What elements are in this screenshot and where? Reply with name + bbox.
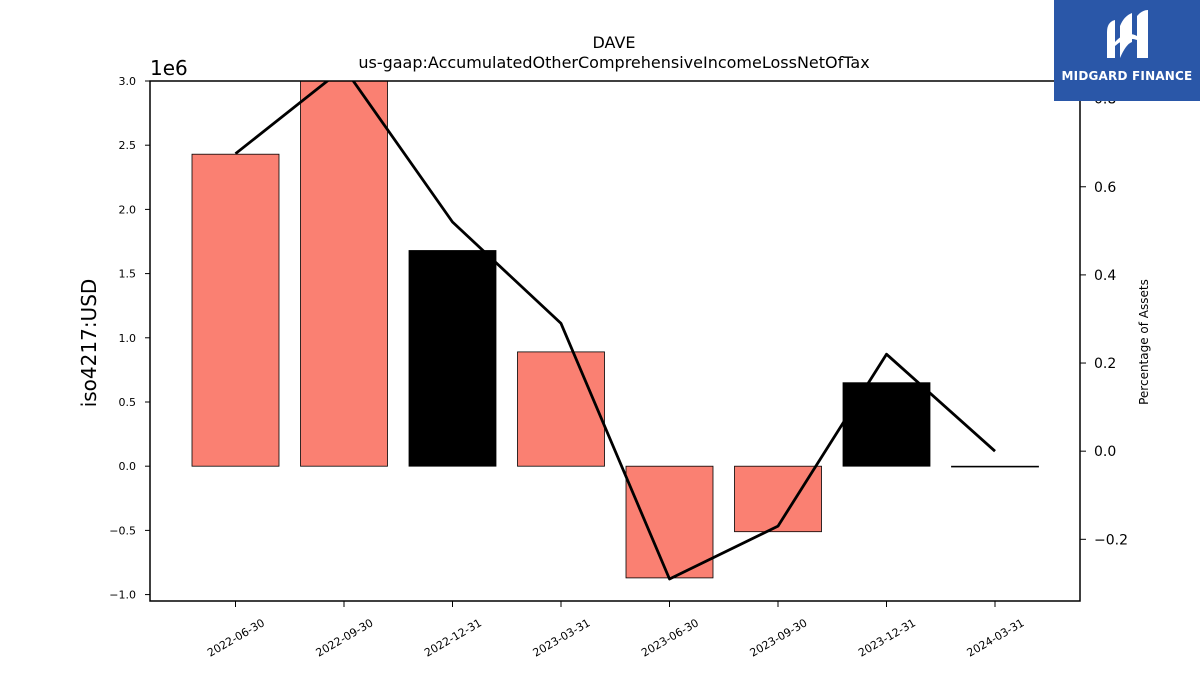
chart-subtitle: us-gaap:AccumulatedOtherComprehensiveInc… (358, 53, 869, 72)
logo-text: MIDGARD FINANCE (1061, 69, 1193, 83)
y-tick-label: 2.5 (119, 139, 137, 152)
y2-tick-label: 0.6 (1094, 180, 1116, 196)
y-tick-label: −1.0 (109, 589, 136, 602)
bar-2022-06-30 (191, 153, 280, 467)
bar-2023-09-30 (734, 465, 822, 533)
plot-frame (149, 80, 1081, 602)
y-tick-label: 0.5 (119, 396, 137, 409)
x-tick-label: 2022-09-30 (314, 616, 376, 659)
x-tick-label: 2023-12-31 (856, 616, 918, 659)
chart-title: DAVE (592, 33, 635, 52)
x-tick-label: 2023-06-30 (639, 616, 701, 659)
x-tick-label: 2022-06-30 (205, 616, 267, 659)
bar-2023-06-30 (625, 465, 714, 579)
y2-tick-label: 0.4 (1094, 268, 1116, 284)
y-tick-label: 1.5 (119, 268, 137, 281)
x-tick-label: 2023-09-30 (748, 616, 810, 659)
y-tick-label: 3.0 (119, 75, 137, 88)
bars-group (191, 80, 1039, 579)
y2-tick-label: −0.2 (1094, 532, 1128, 548)
y-tick-label: 0.0 (119, 460, 137, 473)
y2-axis-label: Percentage of Assets (1137, 279, 1151, 405)
x-tick-label: 2024-03-31 (965, 616, 1027, 659)
y-tick-label: −0.5 (109, 524, 136, 537)
y-axis-label: iso4217:USD (77, 279, 101, 408)
y-tick-label: 1.0 (119, 332, 137, 345)
y-tick-label: 2.0 (119, 203, 137, 216)
bar-2023-03-31 (517, 351, 605, 467)
y-offset-text: 1e6 (150, 56, 188, 80)
logo: MIDGARD FINANCE (1054, 0, 1200, 101)
bar-2022-09-30 (300, 80, 388, 467)
y2-tick-label: 0.2 (1094, 356, 1116, 372)
bar-2023-12-31 (842, 382, 931, 467)
midgard-logo-icon (1107, 10, 1148, 58)
line-group (234, 81, 996, 581)
bar-2024-03-31 (951, 465, 1039, 468)
line-series-percentage-of-assets (234, 81, 996, 581)
x-tick-label: 2023-03-31 (531, 616, 593, 659)
x-tick-label: 2022-12-31 (422, 616, 484, 659)
y2-tick-label: 0.0 (1094, 444, 1116, 460)
bar-2022-12-31 (408, 250, 497, 467)
